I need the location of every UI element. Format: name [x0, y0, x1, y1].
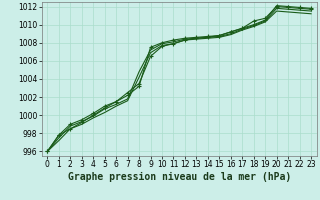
X-axis label: Graphe pression niveau de la mer (hPa): Graphe pression niveau de la mer (hPa) — [68, 172, 291, 182]
